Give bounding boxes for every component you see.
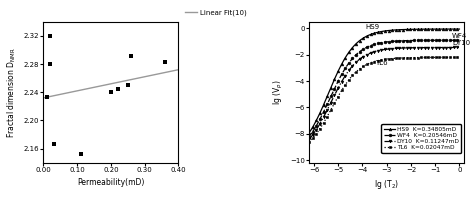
TL6  K=0.02047mD (456, 56, 462, 59)
WF4  K=0.20546mD (456, 39, 462, 41)
TL6  K=0.02047mD (396, 57, 401, 59)
Point (77, 153, 84, 156)
WF4  K=0.20546mD (306, 135, 312, 138)
DY10  K=0.11247mD (378, 49, 383, 51)
WF4  K=0.20546mD (378, 42, 383, 44)
Legend: HS9  K=0.34805mD, WF4  K=0.20546mD, DY10  K=0.11247mD, TL6  K=0.02047mD: HS9 K=0.34805mD, WF4 K=0.20546mD, DY10 K… (382, 124, 461, 153)
DY10  K=0.11247mD (453, 46, 459, 49)
Text: TL6: TL6 (375, 60, 388, 66)
Point (46, 34, 54, 37)
HS9  K=0.34805mD (388, 29, 393, 32)
WF4  K=0.20546mD (453, 39, 459, 41)
Point (107, 91, 115, 94)
Text: DY10: DY10 (452, 40, 470, 46)
WF4  K=0.20546mD (379, 42, 384, 44)
HS9  K=0.34805mD (379, 30, 384, 33)
X-axis label: lg (T$_{2}$): lg (T$_{2}$) (374, 178, 399, 191)
WF4  K=0.20546mD (396, 40, 401, 42)
X-axis label: Permeability(mD): Permeability(mD) (77, 178, 145, 187)
TL6  K=0.02047mD (388, 58, 393, 60)
TL6  K=0.02047mD (378, 59, 383, 61)
HS9  K=0.34805mD (378, 31, 383, 33)
Y-axis label: lg (V$_{p}$): lg (V$_{p}$) (272, 79, 284, 105)
Text: HS9: HS9 (365, 24, 379, 30)
DY10  K=0.11247mD (379, 49, 384, 51)
TL6  K=0.02047mD (306, 141, 312, 143)
HS9  K=0.34805mD (396, 29, 401, 31)
Line: DY10  K=0.11247mD: DY10 K=0.11247mD (308, 46, 461, 141)
Point (124, 84, 131, 87)
Text: WF4: WF4 (452, 33, 467, 39)
Point (50, 143, 57, 146)
HS9  K=0.34805mD (306, 132, 312, 134)
TL6  K=0.02047mD (429, 56, 435, 59)
DY10  K=0.11247mD (429, 46, 435, 49)
DY10  K=0.11247mD (306, 138, 312, 140)
WF4  K=0.20546mD (388, 40, 393, 43)
TL6  K=0.02047mD (453, 56, 459, 59)
TL6  K=0.02047mD (379, 59, 384, 61)
Point (128, 54, 135, 57)
Point (114, 87, 121, 90)
Line: TL6  K=0.02047mD: TL6 K=0.02047mD (308, 56, 461, 143)
HS9  K=0.34805mD (429, 28, 435, 30)
DY10  K=0.11247mD (396, 47, 401, 49)
DY10  K=0.11247mD (388, 48, 393, 50)
Point (43, 96, 51, 99)
Line: WF4  K=0.20546mD: WF4 K=0.20546mD (308, 39, 461, 138)
HS9  K=0.34805mD (453, 28, 459, 30)
HS9  K=0.34805mD (456, 28, 462, 30)
Point (46, 62, 54, 66)
Y-axis label: Fractal dimension D$_{\mathrm{NMR}}$: Fractal dimension D$_{\mathrm{NMR}}$ (6, 47, 18, 138)
DY10  K=0.11247mD (456, 46, 462, 49)
Point (161, 60, 169, 64)
Legend: Linear Fit(10): Linear Fit(10) (182, 7, 249, 19)
WF4  K=0.20546mD (429, 39, 435, 42)
Line: HS9  K=0.34805mD: HS9 K=0.34805mD (308, 28, 461, 134)
